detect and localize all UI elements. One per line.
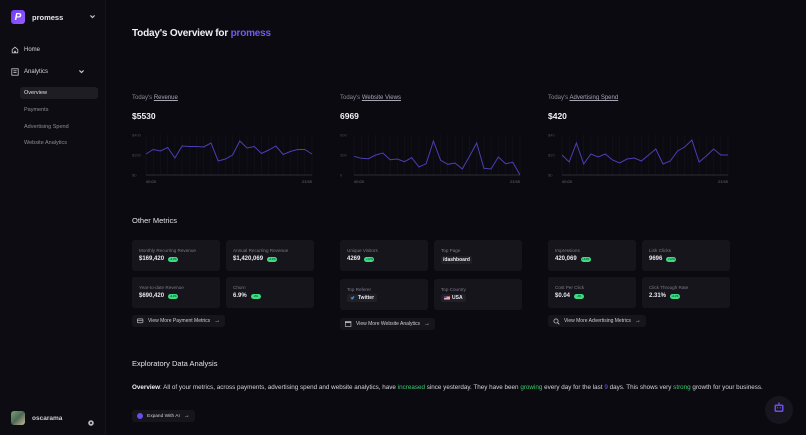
chart-label: Today's Revenue — [132, 95, 178, 101]
sidebar-item-label: Analytics — [24, 69, 49, 75]
svg-text:$0: $0 — [132, 173, 137, 178]
svg-text:00:00: 00:00 — [354, 179, 365, 184]
svg-text:23:59: 23:59 — [718, 179, 729, 184]
svg-text:00:00: 00:00 — [146, 179, 157, 184]
metric-card-link-clicks: Link Clicks 9696 +4.2% — [642, 240, 730, 271]
website-views-value: 6969 — [340, 111, 359, 121]
website-views-line-chart[interactable]: 600 300 0 00:00 23:59 — [340, 129, 522, 185]
advertising-spend-line-chart[interactable]: $40 $20 $0 00:00 23:59 — [548, 129, 730, 185]
change-badge: +4.2% — [168, 256, 179, 262]
browser-icon — [345, 321, 352, 327]
workspace-switcher[interactable]: P promess — [11, 9, 97, 25]
arrow-right-icon: → — [424, 321, 431, 327]
revenue-chart-card: Today's Revenue $5530 $400 $200 $0 00:00 23:… — [132, 95, 314, 185]
advertising-spend-link[interactable]: Advertising Spend — [569, 95, 619, 101]
change-badge: +4.2% — [666, 256, 677, 262]
revenue-line-chart[interactable]: $400 $200 $0 00:00 23:59 — [132, 129, 314, 185]
metric-card-ytd-revenue: Year-to-date Revenue $690,420 +4.2% — [132, 277, 220, 308]
brand-logo: P — [11, 10, 25, 24]
arrow-right-icon: → — [214, 318, 221, 324]
change-badge: -2% — [250, 293, 261, 299]
metric-card-cost-per-click: Cost Per Click $0.04 -2% — [548, 277, 636, 308]
sidebar-item-home[interactable]: Home — [11, 46, 40, 54]
user-profile[interactable]: oscarama — [11, 411, 95, 426]
sidebar-item-analytics[interactable]: Analytics — [11, 68, 85, 76]
workspace-name: promess — [230, 28, 271, 39]
advertising-spend-value: $420 — [548, 111, 567, 121]
brand-name: promess — [32, 12, 64, 22]
view-more-website-analytics-button[interactable]: View More Website Analytics → — [340, 318, 436, 330]
metric-card-churn: Churn 6.9% -2% — [226, 277, 314, 308]
svg-text:23:59: 23:59 — [510, 179, 521, 184]
usa-flag-icon — [444, 295, 450, 301]
change-badge: +4.2% — [580, 256, 591, 262]
username: oscarama — [32, 414, 63, 422]
metric-card-click-through-rate: Click Through Rate 2.31% +4.2% — [642, 277, 730, 308]
change-badge: +4.2% — [364, 256, 375, 262]
eda-overview-text: Overview: All of your metrics, across pa… — [132, 384, 763, 391]
ai-assistant-button[interactable] — [765, 396, 793, 424]
svg-text:23:59: 23:59 — [302, 179, 313, 184]
payment-icon — [137, 318, 144, 324]
page-title: Today's Overview for promess — [132, 28, 271, 39]
eda-title: Exploratory Data Analysis — [132, 359, 218, 368]
analytics-icon — [11, 68, 19, 76]
sidebar-item-label: Home — [24, 47, 41, 53]
revenue-value: $5530 — [132, 111, 156, 121]
metric-card-top-page: Top Page /dashboard — [434, 240, 522, 271]
metric-card-impressions: Impressions 420,069 +4.2% — [548, 240, 636, 271]
twitter-icon — [350, 295, 355, 301]
top-page-link[interactable]: /dashboard — [441, 256, 472, 264]
svg-text:$40: $40 — [548, 133, 555, 138]
magnifier-icon — [553, 318, 560, 325]
metric-card-top-country: Top Country USA — [434, 279, 522, 310]
other-metrics-title: Other Metrics — [132, 216, 178, 225]
svg-text:600: 600 — [340, 133, 347, 138]
svg-text:$400: $400 — [132, 133, 142, 138]
svg-text:$200: $200 — [132, 153, 142, 158]
gear-icon[interactable] — [87, 414, 95, 426]
chart-label: Today's Website Views — [340, 95, 401, 101]
view-more-payment-metrics-button[interactable]: View More Payment Metrics → — [132, 315, 226, 327]
sidebar-subitem-website-analytics[interactable]: Website Analytics — [24, 140, 68, 146]
svg-text:$0: $0 — [548, 173, 553, 178]
sidebar-subitem-advertising-spend[interactable]: Advertising Spend — [24, 124, 69, 130]
avatar — [11, 411, 25, 425]
revenue-link[interactable]: Revenue — [153, 95, 178, 101]
change-badge: -2% — [574, 293, 585, 299]
svg-text:0: 0 — [340, 173, 343, 178]
website-views-chart-card: Today's Website Views 6969 600 300 0 00:00 2… — [340, 95, 522, 185]
metric-card-mrr: Monthly Recurring Revenue $169,420 +4.2% — [132, 240, 220, 271]
expand-with-ai-button[interactable]: Expand With AI → — [132, 410, 195, 422]
arrow-right-icon: → — [183, 413, 190, 419]
chevron-down-icon[interactable] — [88, 12, 97, 21]
svg-text:00:00: 00:00 — [562, 179, 573, 184]
svg-text:300: 300 — [340, 153, 347, 158]
arrow-right-icon: → — [634, 318, 641, 324]
robot-icon — [773, 401, 785, 419]
svg-text:$20: $20 — [548, 153, 555, 158]
view-more-advertising-metrics-button[interactable]: View More Advertising Metrics → — [548, 315, 646, 327]
advertising-spend-chart-card: Today's Advertising Spend $420 $40 $20 $0 0… — [548, 95, 730, 185]
change-badge: +4.2% — [670, 293, 681, 299]
home-icon — [11, 46, 19, 54]
metric-card-arr: Annual Recurring Revenue $1,420,069 +4.2% — [226, 240, 314, 271]
change-badge: +4.2% — [168, 293, 179, 299]
metric-card-unique-visitors: Unique Visitors 4269 +4.2% — [340, 240, 428, 271]
sidebar-subitem-overview[interactable]: Overview — [20, 87, 98, 99]
sidebar: P promess Home Analytics Overview Paymen… — [0, 0, 106, 435]
metric-card-top-referer: Top Referer Twitter — [340, 279, 428, 310]
sidebar-subitem-payments[interactable]: Payments — [24, 107, 49, 113]
ai-icon — [137, 413, 143, 419]
website-views-link[interactable]: Website Views — [361, 95, 401, 101]
change-badge: +4.2% — [267, 256, 278, 262]
chevron-down-icon[interactable] — [78, 68, 85, 77]
chart-label: Today's Advertising Spend — [548, 95, 619, 101]
